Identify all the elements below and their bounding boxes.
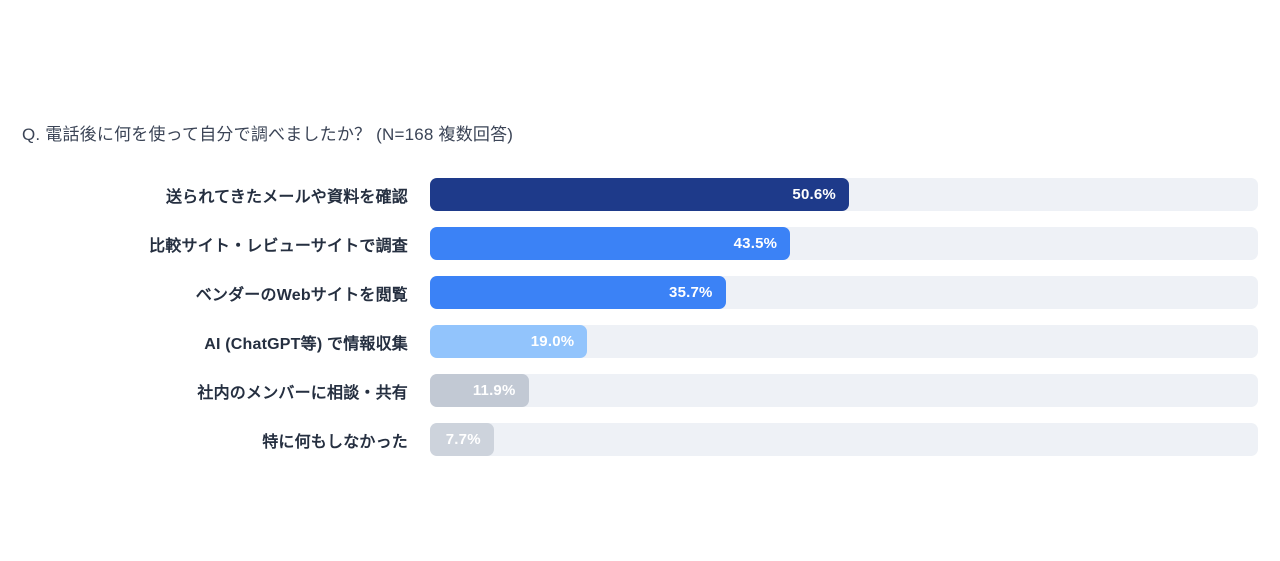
bar-label: AI (ChatGPT等) で情報収集 [204,335,408,353]
chart-title: Q. 電話後に何を使って自分で調べましたか？ (N=168 複数回答) [22,125,514,144]
bar-track: 7.7% [430,423,1258,456]
chart-row: AI (ChatGPT等) で情報収集 19.0% [0,325,1258,358]
bar-value-label: 11.9% [472,382,516,399]
chart-row: 特に何もしなかった 7.7% [0,423,1258,456]
bar-track: 35.7% [430,276,1258,309]
bar-track: 11.9% [430,374,1258,407]
bar-label: 社内のメンバーに相談・共有 [197,384,408,402]
chart-row: ベンダーのWebサイトを閲覧 35.7% [0,276,1258,309]
bar-chart: 送られてきたメールや資料を確認 50.6% 比較サイト・レビューサイトで調査 4… [0,178,1258,472]
bar-label: 特に何もしなかった [262,433,408,451]
chart-row: 送られてきたメールや資料を確認 50.6% [0,178,1258,211]
chart-row: 比較サイト・レビューサイトで調査 43.5% [0,227,1258,260]
bar-label: 送られてきたメールや資料を確認 [165,188,408,206]
bar: 11.9% [430,374,529,407]
bar-label: ベンダーのWebサイトを閲覧 [195,286,408,304]
bar: 7.7% [430,423,494,456]
bar-label: 比較サイト・レビューサイトで調査 [149,237,408,255]
bar-value-label: 35.7% [669,284,713,301]
chart-row: 社内のメンバーに相談・共有 11.9% [0,374,1258,407]
bar: 19.0% [430,325,588,358]
bar-track: 50.6% [430,178,1258,211]
bar-value-label: 19.0% [530,333,575,350]
bar-track: 19.0% [430,325,1258,358]
bar-value-label: 43.5% [733,235,778,252]
bar: 50.6% [430,178,849,211]
bar-value-label: 7.7% [445,431,481,448]
bar-value-label: 50.6% [792,186,836,203]
bar: 43.5% [430,227,791,260]
bar-track: 43.5% [430,227,1258,260]
bar: 35.7% [430,276,726,309]
